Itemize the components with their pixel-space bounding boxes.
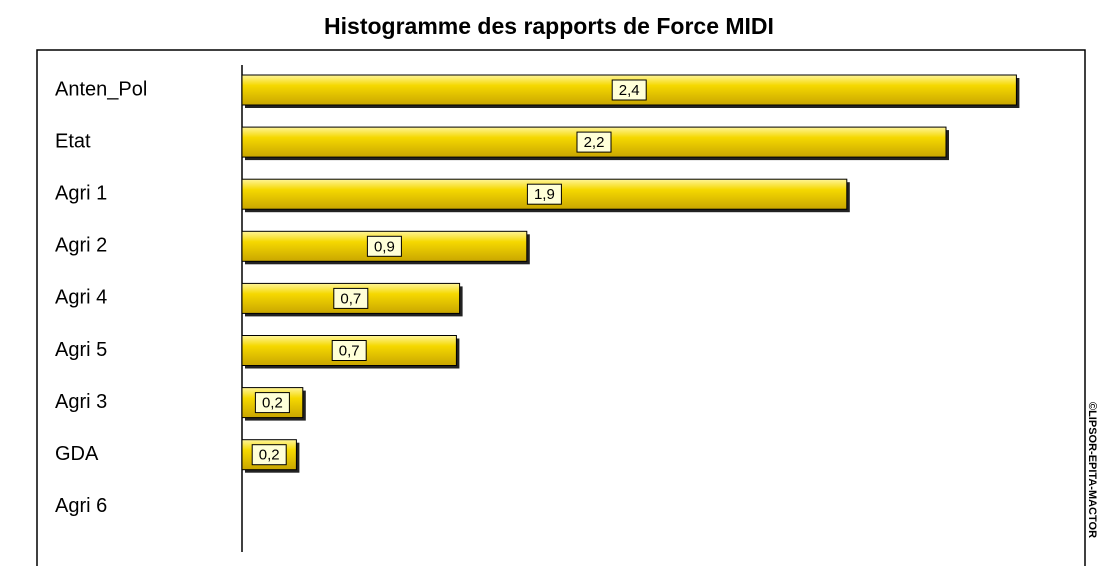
- value-label-box: [611, 79, 647, 101]
- value-label-box: [254, 392, 290, 414]
- value-label: 0,7: [339, 342, 360, 359]
- watermark: ©LIPSOR-EPITA-MACTOR: [1086, 402, 1098, 538]
- value-label: 2,2: [584, 134, 605, 151]
- category-label: Anten_Pol: [55, 78, 147, 100]
- category-label: Agri 4: [55, 287, 107, 309]
- value-label: 0,7: [340, 290, 361, 307]
- category-label: Etat: [55, 130, 91, 152]
- value-label-box: [366, 235, 402, 257]
- value-label-box: [526, 183, 562, 205]
- value-label: 0,9: [374, 238, 395, 255]
- category-label: Agri 6: [55, 495, 107, 517]
- value-label-box: [576, 131, 612, 153]
- value-label: 0,2: [259, 447, 280, 464]
- value-label-box: [333, 287, 369, 309]
- value-label: 2,4: [619, 82, 640, 99]
- value-label: 1,9: [534, 186, 555, 203]
- value-label-box: [331, 340, 367, 361]
- value-label: 0,2: [262, 395, 283, 412]
- value-label-box: [251, 444, 287, 466]
- category-label: Agri 1: [55, 182, 107, 204]
- frame: [36, 49, 1086, 566]
- category-label: Agri 5: [55, 339, 107, 361]
- category-label: GDA: [55, 443, 99, 465]
- category-label: Agri 2: [55, 235, 107, 257]
- category-label: Agri 3: [55, 391, 107, 413]
- chart-title: Histogramme des rapports de Force MIDI: [324, 13, 774, 39]
